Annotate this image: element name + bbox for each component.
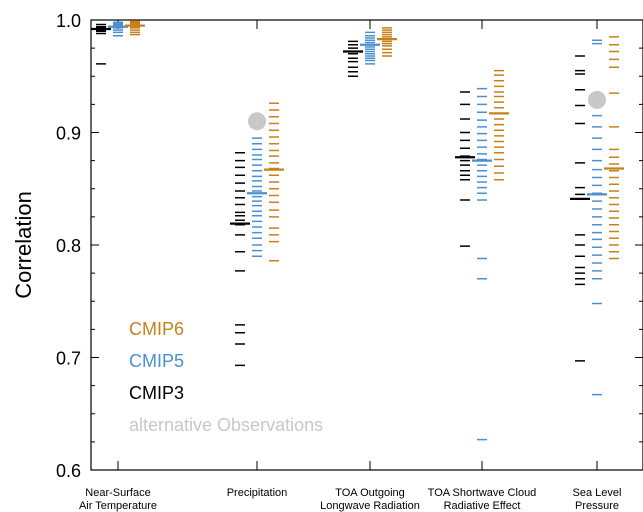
series-cmip5 [108,21,607,441]
x-tick-label: Sea Level [573,487,622,499]
legend-item-obs: alternative Observations [129,415,323,435]
x-tick-label: Precipitation [227,487,288,499]
y-tick-label: 0.8 [56,236,81,256]
x-tick-label: Pressure [575,500,619,512]
x-tick-label: Radiative Effect [444,500,521,512]
y-tick-label: 1.0 [56,11,81,31]
legend-item-cmip6: CMIP6 [129,319,184,339]
observation-marker [588,90,606,109]
x-tick-label: Near-Surface [85,487,150,499]
x-tick-label: TOA Shortwave Cloud [428,487,537,499]
x-tick-label: Air Temperature [79,500,157,512]
series-cmip3 [91,23,590,367]
y-tick-label: 0.6 [56,461,81,481]
y-tick-label: 0.9 [56,124,81,144]
model-marks [91,20,624,441]
x-tick-label: TOA Outgoing [335,487,405,499]
y-tick-label: 0.7 [56,349,81,369]
series-cmip6 [125,20,624,262]
x-tick-label: Longwave Radiation [320,500,420,512]
legend: CMIP6 CMIP5 CMIP3 alternative Observations [129,319,323,435]
observation-markers [248,90,606,131]
legend-item-cmip5: CMIP5 [129,351,184,371]
legend-item-cmip3: CMIP3 [129,383,184,403]
y-axis-label: Correlation [11,191,36,299]
y-axis: 0.6 0.7 0.8 0.9 1.0 [56,11,643,481]
observation-marker [248,112,266,131]
